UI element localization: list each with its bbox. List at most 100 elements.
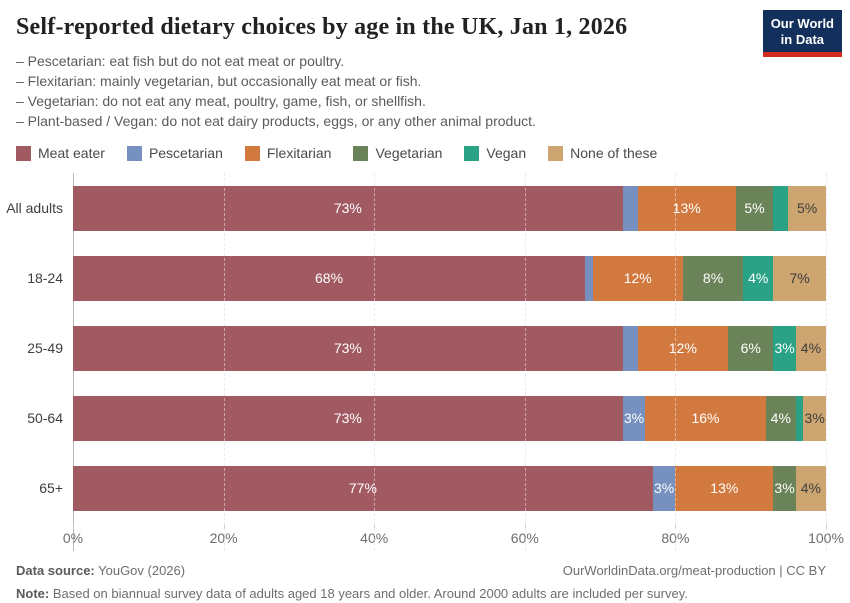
bar-value-label: 8% xyxy=(702,270,724,286)
subtitle-line-3: – Vegetarian: do not eat any meat, poult… xyxy=(16,93,426,109)
axis-tick-label-40%: 40% xyxy=(360,530,389,546)
bar-segment-none-of-these[interactable]: 5% xyxy=(788,185,826,231)
bar-value-label: 12% xyxy=(623,270,652,286)
owid-cc-by-link[interactable]: OurWorldinData.org/meat-production | CC … xyxy=(562,563,826,578)
stacked-bar-chart: All adults 73% 13% 5% 5% 18-24 68% 12% 8% 4% 7% 25-… xyxy=(0,173,844,551)
bar-value-label: 3% xyxy=(623,410,645,426)
chart-rows: All adults 73% 13% 5% 5% 18-24 68% 12% 8% 4% 7% 25-… xyxy=(0,173,826,523)
legend-item-meat-eater[interactable]: Meat eater xyxy=(16,145,105,161)
bar-segment-vegan[interactable]: 3% xyxy=(773,325,796,371)
bar-value-label: 6% xyxy=(740,340,761,356)
axis-tick-mark-0% xyxy=(73,523,74,529)
legend-item-pescetarian[interactable]: Pescetarian xyxy=(126,145,223,161)
chart-row-50-64: 50-64 73% 3% 16% 4% 3% xyxy=(0,383,826,453)
bar-value-label: 73% xyxy=(333,410,362,426)
legend-label: None of these xyxy=(570,145,658,161)
bar-segment-vegetarian[interactable]: 3% xyxy=(773,465,796,511)
subtitle-line-4: – Plant-based / Vegan: do not eat dairy … xyxy=(16,113,536,129)
category-label: 25-49 xyxy=(27,340,63,356)
note-value: Based on biannual survey data of adults … xyxy=(49,586,688,601)
bar-value-label: 5% xyxy=(744,200,765,216)
axis-tick-mark-60% xyxy=(524,523,526,529)
axis-tick-mark-80% xyxy=(675,523,677,529)
bar-segment-pescetarian[interactable] xyxy=(622,185,638,231)
chart-footer: Data source: YouGov (2026) OurWorldinDat… xyxy=(16,561,826,603)
legend-swatch-vegetarian xyxy=(353,145,369,161)
bar-segment-meat-eater[interactable]: 73% xyxy=(73,185,623,231)
subtitle-line-2: – Flexitarian: mainly vegetarian, but oc… xyxy=(16,73,422,89)
axis-tick-label-60%: 60% xyxy=(510,530,539,546)
page-title: Self-reported dietary choices by age in … xyxy=(16,14,628,40)
legend-item-flexitarian[interactable]: Flexitarian xyxy=(244,145,332,161)
bar-segment-none-of-these[interactable]: 4% xyxy=(795,325,826,371)
legend-swatch-vegan xyxy=(464,145,480,161)
bar-segment-flexitarian[interactable]: 16% xyxy=(645,395,766,441)
bar-segment-meat-eater[interactable]: 73% xyxy=(73,395,623,441)
bar-stack-25-49: 73% 12% 6% 3% 4% xyxy=(73,325,826,371)
bar-stack-50-64: 73% 3% 16% 4% 3% xyxy=(73,395,826,441)
bar-value-label: 3% xyxy=(804,410,825,426)
bar-segment-flexitarian[interactable]: 13% xyxy=(675,465,774,511)
bar-segment-pescetarian[interactable]: 3% xyxy=(622,395,646,441)
legend-label: Pescetarian xyxy=(148,145,223,161)
bar-segment-vegan[interactable] xyxy=(795,395,804,441)
bar-segment-pescetarian[interactable] xyxy=(585,255,593,301)
x-axis: 0% 20% 40% 60% 80% 100% xyxy=(63,523,844,551)
data-source: Data source: YouGov (2026) xyxy=(16,561,185,580)
bar-value-label: 73% xyxy=(333,340,362,356)
gridline-overlay-100% xyxy=(826,173,827,551)
chart-row-18-24: 18-24 68% 12% 8% 4% 7% xyxy=(0,243,826,313)
category-label: 65+ xyxy=(39,480,63,496)
category-label: All adults xyxy=(6,200,63,216)
chart-row-25-49: 25-49 73% 12% 6% 3% 4% xyxy=(0,313,826,383)
bar-segment-none-of-these[interactable]: 4% xyxy=(795,465,826,511)
legend-label: Vegetarian xyxy=(375,145,443,161)
bar-segment-vegetarian[interactable]: 6% xyxy=(728,325,774,371)
bar-segment-vegan[interactable] xyxy=(773,185,789,231)
bar-segment-none-of-these[interactable]: 3% xyxy=(803,395,826,441)
bar-value-label: 7% xyxy=(789,270,810,286)
bar-segment-vegetarian[interactable]: 4% xyxy=(765,395,796,441)
bar-segment-pescetarian[interactable]: 3% xyxy=(652,465,676,511)
legend-item-vegan[interactable]: Vegan xyxy=(464,145,526,161)
owid-logo-line1: Our World xyxy=(770,16,834,31)
bar-value-label: 4% xyxy=(748,270,769,286)
bar-value-label: 4% xyxy=(770,410,791,426)
bar-value-label: 13% xyxy=(710,480,739,496)
bar-value-label: 73% xyxy=(333,200,362,216)
chart-row-65: 65+ 77% 3% 13% 3% 4% xyxy=(0,453,826,523)
bar-value-label: 12% xyxy=(668,340,697,356)
legend-swatch-meat-eater xyxy=(16,145,31,161)
data-source-value: YouGov (2026) xyxy=(94,563,186,578)
axis-tick-label-20%: 20% xyxy=(209,530,238,546)
bar-value-label: 5% xyxy=(797,200,818,216)
chart-note: Note: Based on biannual survey data of a… xyxy=(16,584,826,603)
bar-segment-meat-eater[interactable]: 73% xyxy=(73,325,623,371)
bar-value-label: 3% xyxy=(774,340,795,356)
bar-stack-65: 77% 3% 13% 3% 4% xyxy=(73,465,826,511)
bar-stack-all-adults: 73% 13% 5% 5% xyxy=(73,185,826,231)
bar-segment-vegan[interactable]: 4% xyxy=(743,255,774,301)
owid-logo[interactable]: Our World in Data xyxy=(762,10,842,58)
bar-value-label: 13% xyxy=(672,200,701,216)
owid-logo-line2: in Data xyxy=(780,31,825,47)
bar-segment-meat-eater[interactable]: 68% xyxy=(73,255,586,301)
bar-stack-18-24: 68% 12% 8% 4% 7% xyxy=(73,255,826,301)
bar-segment-meat-eater[interactable]: 77% xyxy=(73,465,653,511)
legend-item-none-of-these[interactable]: None of these xyxy=(548,145,657,161)
bar-segment-flexitarian[interactable]: 12% xyxy=(637,325,729,371)
bar-segment-vegetarian[interactable]: 8% xyxy=(682,255,744,301)
bar-value-label: 3% xyxy=(653,480,675,496)
bar-segment-vegetarian[interactable]: 5% xyxy=(735,185,774,231)
chart-subtitle: – Pescetarian: eat fish but do not eat m… xyxy=(16,51,740,131)
legend-label: Flexitarian xyxy=(266,145,332,161)
axis-tick-label-0%: 0% xyxy=(62,530,84,546)
bar-segment-flexitarian[interactable]: 12% xyxy=(592,255,683,301)
bar-segment-flexitarian[interactable]: 13% xyxy=(637,185,736,231)
bar-value-label: 3% xyxy=(774,480,795,496)
bar-segment-pescetarian[interactable] xyxy=(622,325,638,371)
bar-segment-none-of-these[interactable]: 7% xyxy=(773,255,826,301)
legend-item-vegetarian[interactable]: Vegetarian xyxy=(353,145,442,161)
bar-value-label: 68% xyxy=(315,270,344,286)
